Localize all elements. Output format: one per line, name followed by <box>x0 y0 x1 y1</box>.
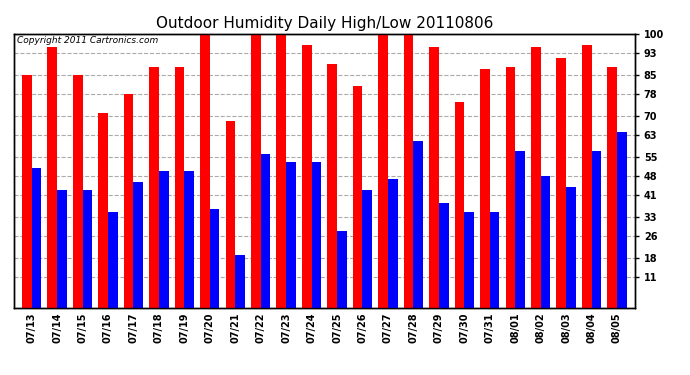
Bar <box>98 113 108 308</box>
Bar <box>57 190 67 308</box>
Bar <box>32 168 41 308</box>
Bar <box>413 141 423 308</box>
Bar <box>175 67 184 308</box>
Bar <box>591 152 601 308</box>
Bar <box>261 154 270 308</box>
Bar <box>159 171 168 308</box>
Bar <box>226 122 235 308</box>
Bar <box>327 64 337 308</box>
Bar <box>210 209 219 308</box>
Bar <box>541 176 551 308</box>
Bar <box>429 48 439 308</box>
Bar <box>277 34 286 308</box>
Bar <box>566 187 575 308</box>
Bar <box>286 162 296 308</box>
Bar <box>455 102 464 308</box>
Bar <box>362 190 372 308</box>
Title: Outdoor Humidity Daily High/Low 20110806: Outdoor Humidity Daily High/Low 20110806 <box>156 16 493 31</box>
Bar <box>124 94 133 308</box>
Bar <box>607 67 617 308</box>
Bar <box>302 45 312 308</box>
Bar <box>235 255 245 308</box>
Bar <box>133 182 143 308</box>
Bar <box>184 171 194 308</box>
Bar <box>480 69 490 308</box>
Bar <box>22 75 32 308</box>
Bar <box>464 211 474 308</box>
Bar <box>617 132 627 308</box>
Bar <box>312 162 322 308</box>
Bar <box>353 86 362 308</box>
Bar <box>439 204 449 308</box>
Bar <box>378 34 388 308</box>
Bar <box>149 67 159 308</box>
Bar <box>582 45 591 308</box>
Bar <box>48 48 57 308</box>
Bar <box>200 34 210 308</box>
Bar <box>531 48 541 308</box>
Bar <box>337 231 346 308</box>
Bar <box>83 190 92 308</box>
Bar <box>108 211 117 308</box>
Text: Copyright 2011 Cartronics.com: Copyright 2011 Cartronics.com <box>17 36 158 45</box>
Bar <box>388 179 397 308</box>
Bar <box>73 75 83 308</box>
Bar <box>251 34 261 308</box>
Bar <box>515 152 525 308</box>
Bar <box>490 211 500 308</box>
Bar <box>506 67 515 308</box>
Bar <box>404 34 413 308</box>
Bar <box>556 58 566 308</box>
